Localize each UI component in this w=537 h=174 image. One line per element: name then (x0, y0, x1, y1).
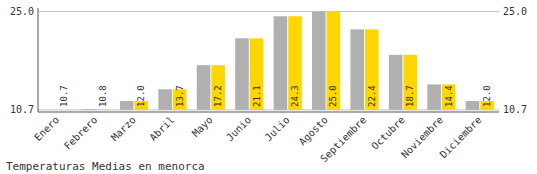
x-axis-line (38, 112, 499, 113)
bar (43, 109, 57, 110)
data-label: 12.0 (136, 85, 146, 107)
bar (96, 109, 110, 111)
x-tick-label: Mayo (190, 114, 215, 139)
x-tick-label: Diciembre (438, 114, 484, 160)
data-label: 24.3 (290, 85, 300, 107)
x-tick-label: Agosto (297, 114, 330, 147)
bar (403, 55, 417, 110)
x-tick-label: Abril (147, 114, 176, 143)
x-tick-label: Octubre (369, 114, 407, 152)
x-tick-label: Junio (224, 114, 253, 143)
y-tick-label: 10.7 (10, 104, 34, 115)
data-label: 10.7 (60, 85, 70, 107)
bar (466, 101, 480, 110)
bar (120, 101, 134, 110)
bar (442, 84, 456, 109)
data-label: 17.2 (213, 85, 223, 107)
bar (82, 109, 96, 111)
y-axis-line (38, 8, 39, 112)
data-label: 21.1 (252, 85, 262, 107)
bar (235, 38, 249, 110)
x-tick-label: Enero (32, 114, 61, 143)
data-label: 10.8 (98, 85, 108, 107)
bar (197, 65, 211, 110)
bar (288, 16, 302, 110)
data-label: 12.0 (482, 85, 492, 107)
x-tick-label: Febrero (62, 114, 100, 152)
title: Temperaturas Medias en menorca (6, 160, 205, 173)
x-tick-label: Julio (263, 114, 292, 143)
data-labels: 10.7 10.8 12.0 13.7 17.2 21.1 24.3 25.0 22.4 18.7… (60, 85, 493, 107)
bar (327, 11, 341, 109)
y-tick-label-right: 10.7 (503, 104, 527, 115)
x-tick-label: Marzo (109, 114, 138, 143)
x-tick-label: Septiembre (318, 114, 368, 164)
bar (312, 11, 326, 109)
data-label: 14.4 (444, 85, 454, 107)
bar (427, 84, 441, 109)
y-tick-label: 25.0 (10, 6, 34, 17)
bar (211, 65, 225, 110)
bar (350, 29, 364, 110)
bars (82, 11, 494, 109)
bar (389, 55, 403, 110)
bar (58, 109, 72, 110)
bar (365, 29, 379, 110)
bar (250, 38, 264, 110)
grid-line (38, 11, 499, 12)
bar (274, 16, 288, 110)
bar (158, 89, 172, 110)
data-label: 18.7 (405, 85, 415, 107)
data-label: 22.4 (367, 85, 377, 107)
data-label: 25.0 (328, 85, 338, 107)
chart: 10.7 10.7 25.0 25.0 10.7 10.8 12.0 13.7 17.2 21.1… (0, 0, 537, 174)
data-label: 13.7 (175, 85, 185, 107)
y-tick-label-right: 25.0 (503, 6, 527, 17)
